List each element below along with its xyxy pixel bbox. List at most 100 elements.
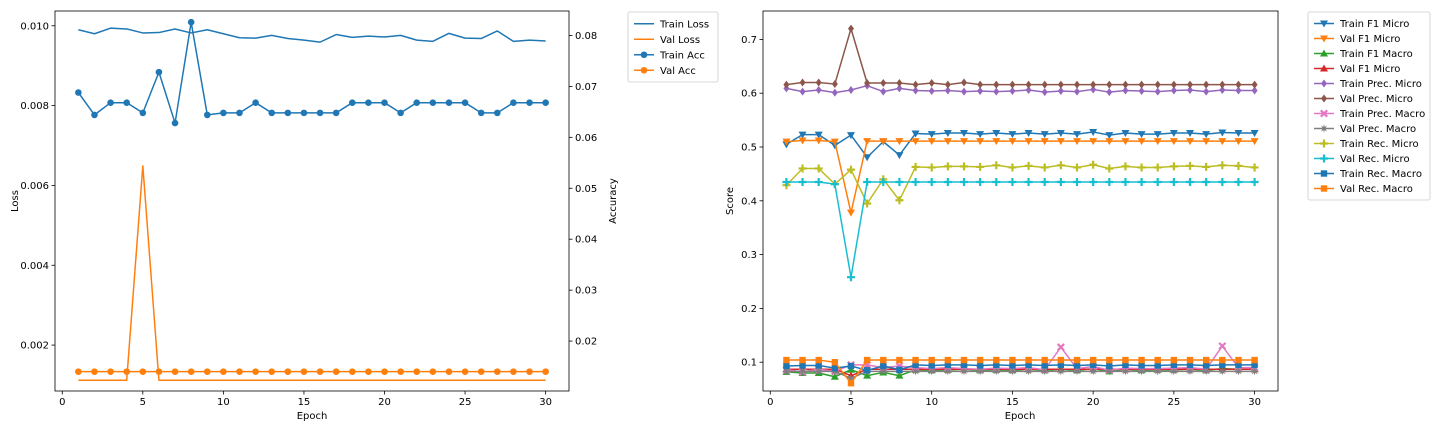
data-point: [1154, 87, 1161, 96]
data-point: [1218, 161, 1227, 170]
data-point: [944, 361, 952, 369]
data-point: [1121, 130, 1130, 138]
series-line: [786, 131, 1255, 158]
data-point: [1234, 367, 1243, 376]
data-point: [798, 137, 807, 145]
data-point: [944, 80, 951, 89]
data-point: [1250, 130, 1259, 138]
data-point: [911, 138, 920, 146]
data-point: [1106, 356, 1113, 364]
data-point: [1024, 130, 1033, 138]
data-point: [1025, 80, 1032, 89]
data-point: [1122, 86, 1129, 95]
data-point: [863, 367, 871, 374]
data-point: [1056, 138, 1065, 146]
data-point: [1250, 177, 1259, 186]
data-point: [75, 368, 82, 375]
data-point: [1170, 80, 1177, 89]
series-val-loss: [78, 165, 546, 381]
data-point: [1203, 87, 1210, 96]
y-tick-label: 0.1: [741, 358, 757, 369]
data-point: [1089, 128, 1098, 136]
data-point: [445, 99, 453, 106]
data-point: [959, 367, 969, 376]
data-point: [1137, 163, 1146, 172]
data-point: [815, 78, 822, 87]
series-line: [77, 21, 546, 124]
y2-tick-label: 0.08: [575, 31, 597, 42]
legend-item: Val F1 Micro: [1314, 64, 1400, 75]
data-point: [976, 162, 985, 171]
data-point: [1185, 367, 1195, 376]
series-train-rec-macro: [783, 361, 1258, 374]
data-point: [1041, 80, 1048, 89]
data-point: [203, 111, 211, 119]
legend-frame: [1307, 11, 1431, 201]
legend-item: Train Prec. Micro: [1314, 79, 1422, 90]
data-point: [284, 109, 292, 117]
legend-item: Train Acc: [634, 50, 705, 61]
data-point: [830, 372, 839, 380]
y-tick-label: 0.7: [741, 35, 757, 46]
legend-marker: [1320, 20, 1328, 28]
data-point: [815, 356, 822, 364]
data-point: [847, 24, 854, 33]
data-point: [155, 68, 163, 76]
x-tick-label: 30: [539, 397, 552, 408]
data-point: [896, 78, 903, 87]
data-point: [879, 367, 888, 376]
series-line: [786, 139, 1255, 214]
legend-label: Train Loss: [659, 19, 709, 30]
data-point: [220, 109, 227, 117]
data-point: [928, 362, 935, 369]
legend: Train Loss Val Loss Train Acc Val Acc: [627, 11, 719, 83]
data-point: [1153, 163, 1162, 172]
data-point: [1073, 362, 1081, 369]
data-point: [928, 78, 935, 87]
legend-item: Val Loss: [634, 35, 700, 46]
data-point: [1187, 85, 1194, 94]
data-point: [1121, 177, 1130, 186]
data-point: [1056, 177, 1065, 186]
legend-label: Val Prec. Macro: [1340, 124, 1416, 135]
legend-marker: [1320, 185, 1328, 192]
data-point: [155, 368, 163, 375]
legend-marker: [1320, 49, 1328, 57]
data-point: [1056, 367, 1066, 376]
data-point: [830, 138, 839, 146]
data-point: [895, 177, 904, 186]
data-point: [977, 80, 984, 89]
data-point: [1186, 177, 1195, 186]
data-point: [993, 356, 1000, 364]
data-point: [783, 362, 790, 370]
legend-marker: [1320, 109, 1328, 118]
data-point: [977, 87, 984, 96]
data-point: [397, 368, 404, 375]
data-point: [815, 85, 822, 94]
data-point: [959, 130, 968, 138]
data-point: [1008, 177, 1017, 186]
data-point: [91, 111, 98, 119]
data-point: [332, 109, 340, 117]
data-point: [927, 131, 936, 139]
data-point: [976, 138, 985, 146]
x-tick-label: 15: [1006, 397, 1019, 408]
x-tick-label: 25: [459, 397, 472, 408]
data-point: [960, 361, 968, 369]
data-point: [1186, 361, 1194, 369]
data-point: [1137, 177, 1146, 186]
data-point: [1153, 138, 1162, 146]
data-point: [959, 138, 968, 146]
data-point: [895, 152, 904, 160]
data-point: [1202, 177, 1211, 186]
data-point: [992, 161, 1001, 170]
x-tick-label: 10: [217, 397, 230, 408]
data-point: [992, 177, 1001, 186]
data-point: [1137, 138, 1146, 146]
series-train-f1-micro: [782, 128, 1259, 162]
data-point: [1154, 80, 1161, 89]
data-point: [912, 80, 919, 89]
data-point: [493, 368, 501, 375]
data-point: [1025, 361, 1032, 369]
data-point: [1089, 160, 1098, 169]
